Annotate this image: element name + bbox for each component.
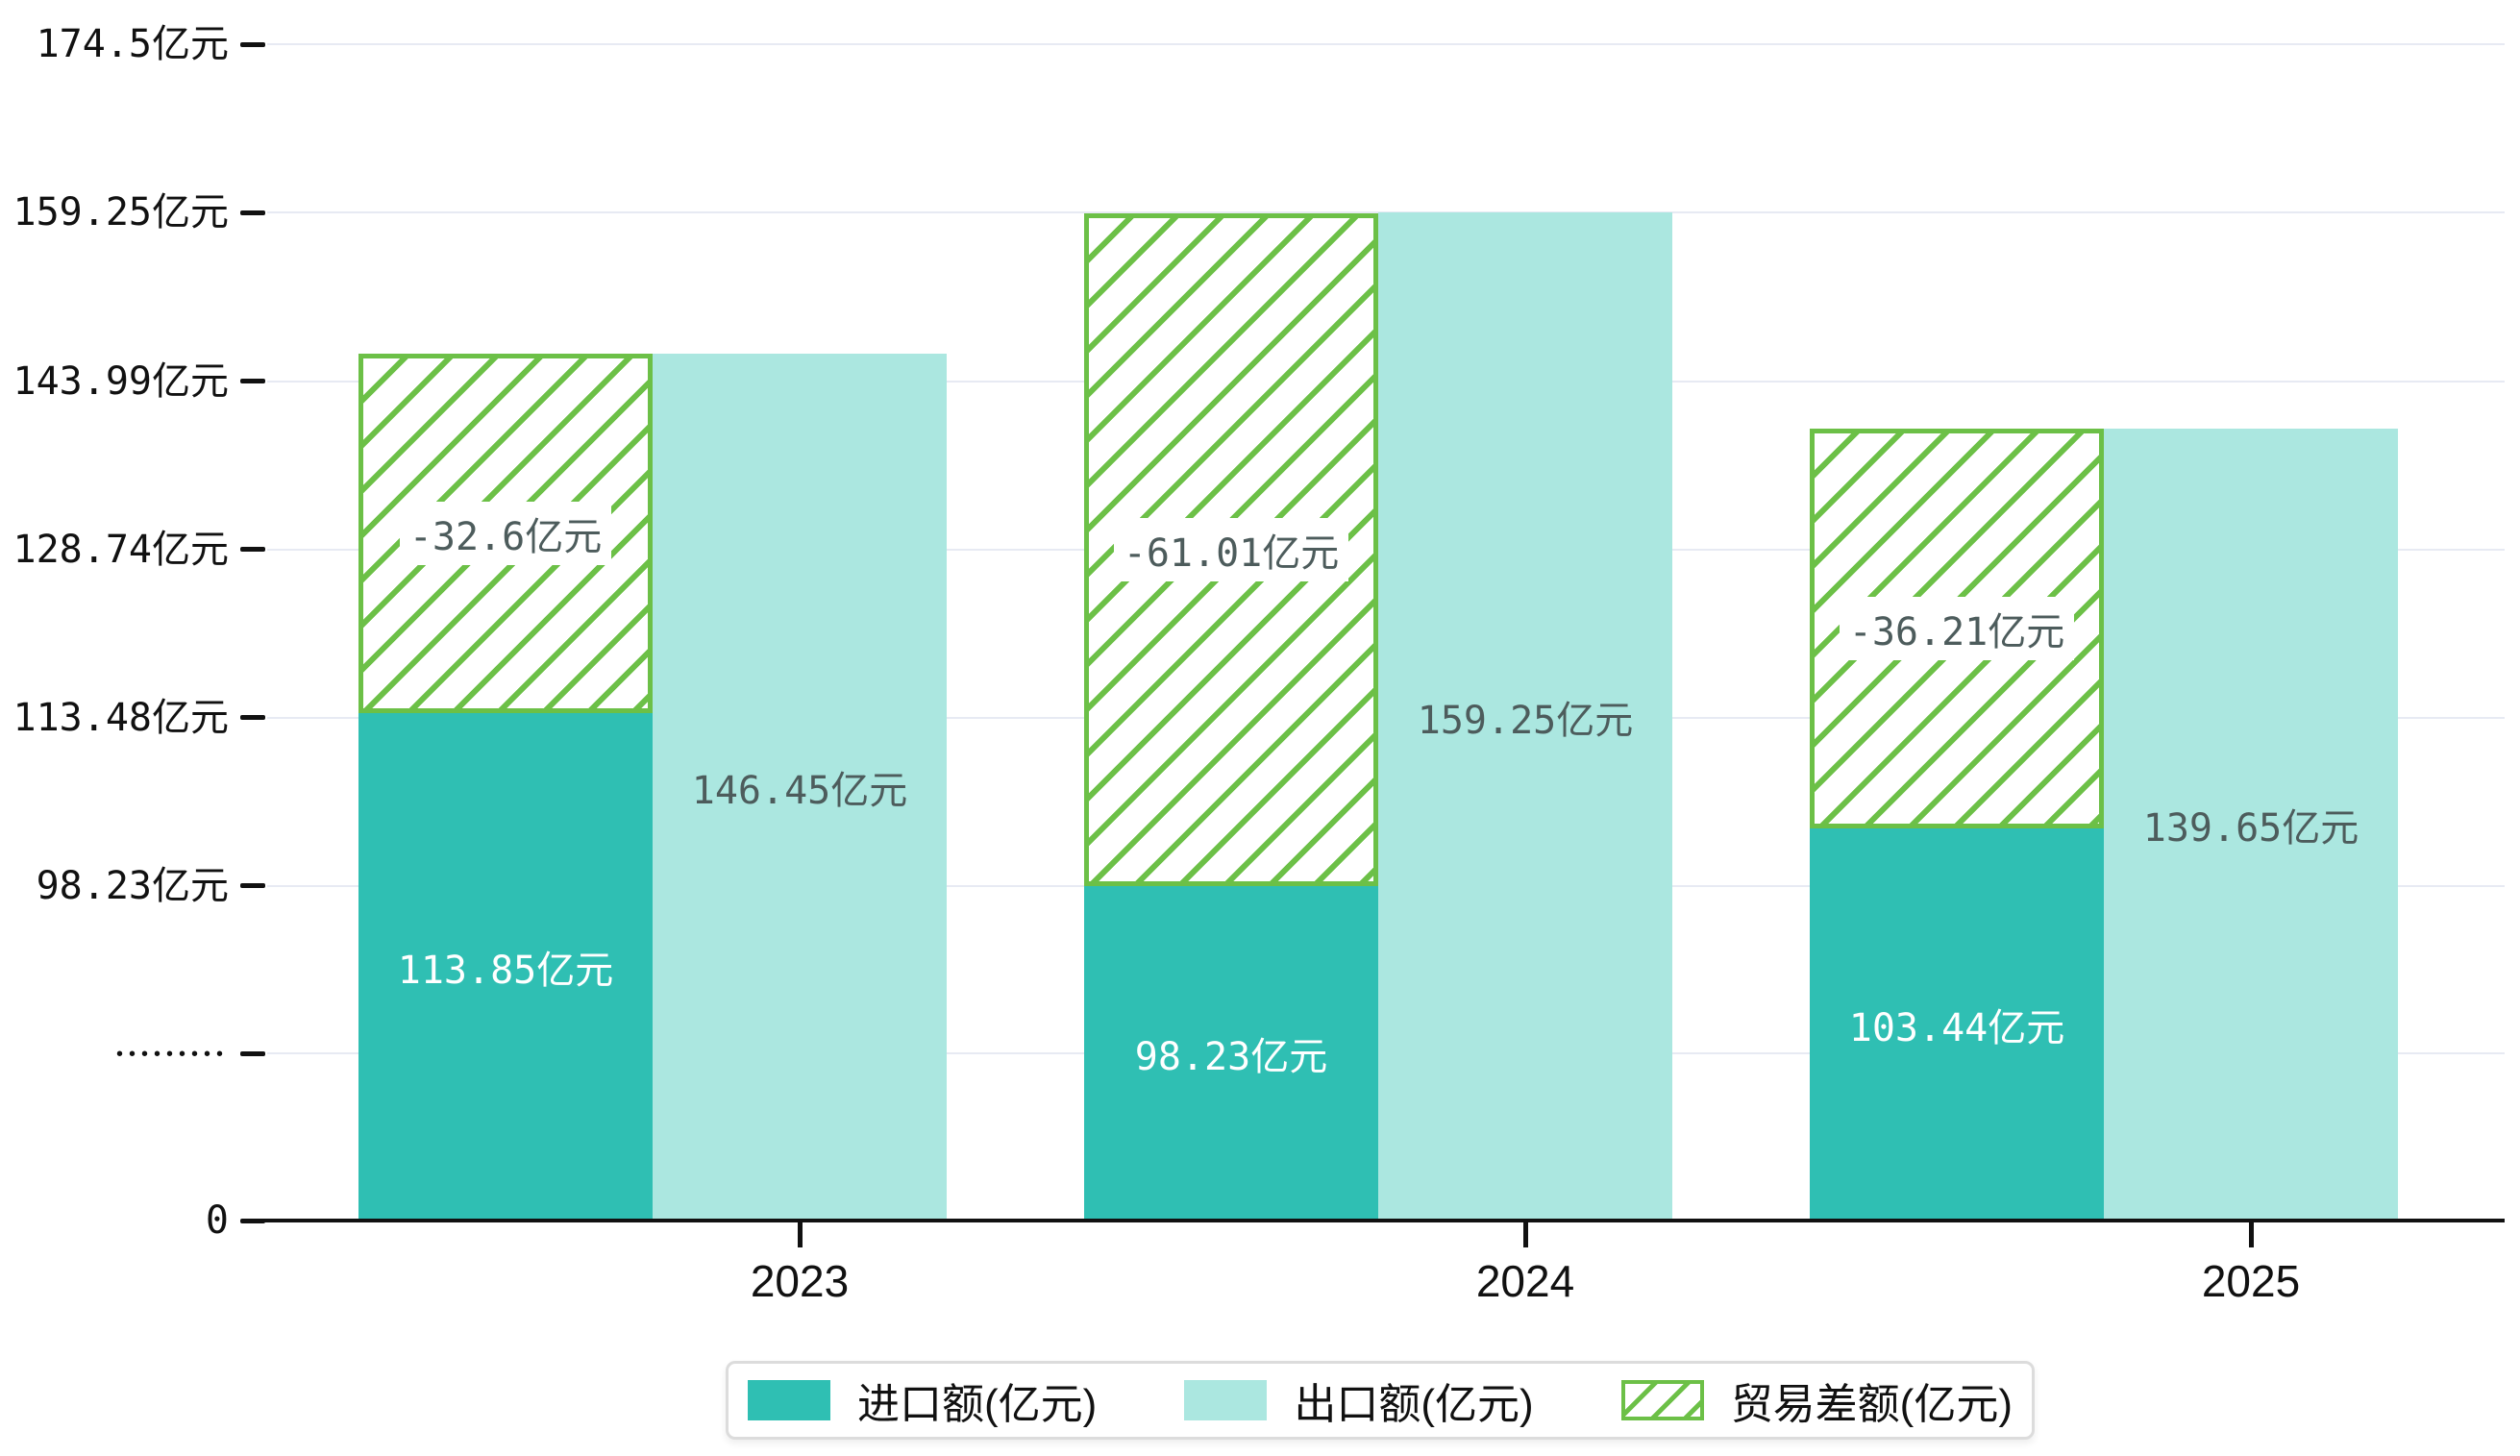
trade-balance-bar-2025[interactable] [1810, 429, 2104, 828]
y-axis-label: 174.5亿元 [36, 22, 229, 67]
legend-item-import[interactable]: 进口额(亿元) [748, 1370, 1097, 1431]
y-axis-tick [240, 210, 265, 215]
y-axis-tick [240, 715, 265, 721]
x-axis-tick [797, 1222, 803, 1247]
y-axis-label: 143.99亿元 [12, 358, 230, 404]
y-axis-tick [240, 379, 265, 384]
y-axis-label: 98.23亿元 [36, 863, 229, 908]
import-swatch-icon [748, 1380, 830, 1420]
y-axis-tick [240, 1050, 265, 1056]
y-axis-break-label: ••••••••• [115, 1044, 229, 1066]
y-axis-tick [240, 547, 265, 553]
import-bar-2025[interactable] [1810, 827, 2104, 1221]
x-axis-tick [2248, 1222, 2254, 1247]
y-axis-tick [240, 1218, 265, 1223]
export-swatch-icon [1184, 1380, 1268, 1420]
export-bar-2025[interactable] [2104, 429, 2398, 1221]
x-axis-label-2025: 2025 [2201, 1256, 2301, 1306]
legend-item-export[interactable]: 出口额(亿元) [1184, 1370, 1534, 1431]
x-axis-label-2024: 2024 [1475, 1256, 1575, 1306]
trade-balance-bar-2023[interactable] [358, 354, 653, 714]
x-axis-tick [1522, 1222, 1528, 1247]
y-axis-tick [240, 41, 265, 47]
legend-item-label: 贸易差额(亿元) [1730, 1381, 2013, 1428]
import-bar-2024[interactable] [1084, 885, 1378, 1221]
y-axis-label: 113.48亿元 [12, 695, 230, 740]
gridline [267, 43, 2505, 46]
y-axis-label: 0 [205, 1198, 229, 1243]
export-bar-2024[interactable] [1378, 212, 1672, 1221]
legend-item-label: 进口额(亿元) [857, 1381, 1098, 1428]
legend-item-trade-balance[interactable]: 贸易差额(亿元) [1620, 1370, 2013, 1431]
import-bar-2023[interactable] [358, 713, 653, 1221]
y-axis-label: 159.25亿元 [12, 190, 230, 235]
y-axis-tick [240, 883, 265, 889]
legend-item-label: 出口额(亿元) [1294, 1381, 1534, 1428]
x-axis-label-2023: 2023 [750, 1256, 850, 1306]
trade-balance-bar-2024[interactable] [1084, 212, 1378, 886]
y-axis-label: 128.74亿元 [12, 527, 230, 572]
x-axis-line [245, 1219, 2505, 1222]
export-bar-2023[interactable] [653, 354, 947, 1221]
trade-balance-hatch-swatch-icon [1620, 1380, 1704, 1420]
legend: 进口额(亿元) 出口额(亿元) 贸易差额(亿元) [726, 1361, 2035, 1440]
